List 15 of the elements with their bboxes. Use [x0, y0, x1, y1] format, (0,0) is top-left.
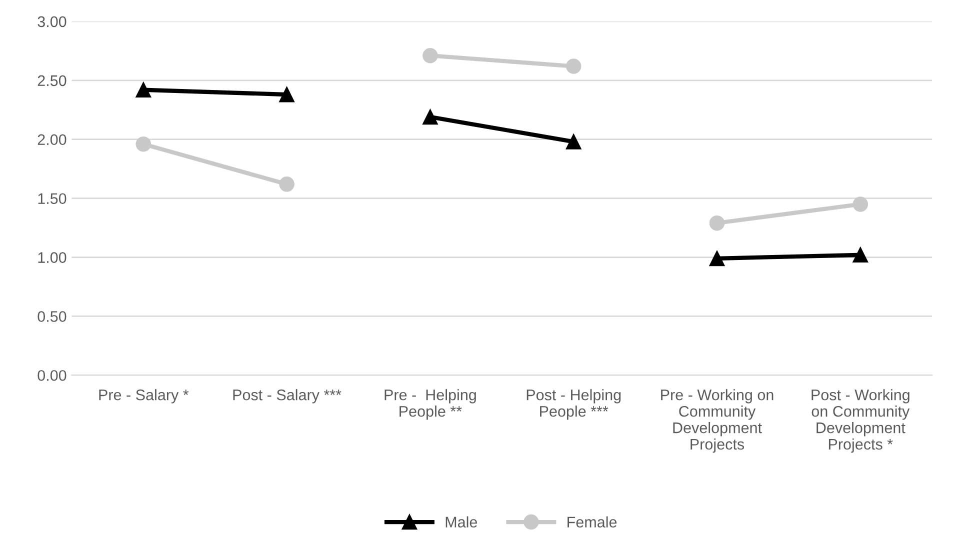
y-tick-label: 0.50	[38, 311, 66, 322]
y-tick-label: 0.00	[38, 370, 66, 381]
y-tick-label: 3.00	[38, 16, 66, 28]
y-tick-label: 1.50	[38, 193, 66, 204]
x-tick-label: Pre - Salary *	[99, 389, 189, 404]
x-tick-label: Post - Working on Community Development Projects *	[812, 389, 910, 453]
legend-label: Male	[446, 516, 478, 528]
y-tick-label: 2.00	[38, 134, 66, 146]
x-tick-label: Pre - Helping People **	[384, 389, 476, 420]
legend-label: Female	[568, 516, 617, 528]
y-tick-label: 2.50	[38, 75, 66, 86]
x-tick-label: Post - Helping People ***	[526, 389, 621, 420]
y-tick-label: 1.00	[38, 252, 66, 263]
x-tick-label: Post - Salary ***	[233, 389, 342, 404]
x-tick-label: Pre - Working on Community Development Projects	[661, 389, 774, 453]
